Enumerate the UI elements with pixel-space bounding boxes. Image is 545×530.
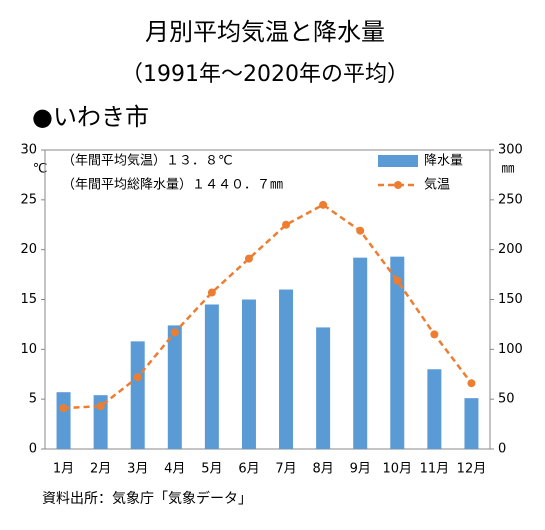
line-point <box>467 379 476 388</box>
bar <box>316 327 331 449</box>
bar <box>353 257 368 449</box>
x-tick-label: 5月 <box>201 462 222 477</box>
y2-tick-label: 200 <box>498 242 523 257</box>
y-tick-label: 25 <box>20 192 37 207</box>
x-tick-label: 4月 <box>164 462 185 477</box>
bar <box>390 256 405 449</box>
bar <box>241 299 256 449</box>
line-point <box>96 402 105 411</box>
legend-swatch <box>378 155 418 167</box>
x-tick-label: 3月 <box>127 462 148 477</box>
line-point <box>207 288 216 297</box>
y-unit: ℃ <box>33 162 48 177</box>
line-point <box>282 220 291 229</box>
y2-tick-label: 100 <box>498 342 523 357</box>
x-tick-label: 8月 <box>312 462 333 477</box>
line-point <box>170 328 179 337</box>
source: 資料出所：気象庁「気象データ」 <box>42 490 252 507</box>
line-point <box>59 404 68 413</box>
y2-tick-label: 300 <box>498 143 523 158</box>
x-tick-label: 9月 <box>350 462 371 477</box>
bar <box>56 392 71 449</box>
line-point <box>430 330 439 339</box>
legend-label: 降水量 <box>424 154 463 169</box>
line-point <box>356 226 365 235</box>
location: ●いわき市 <box>32 103 149 131</box>
bar <box>279 289 294 449</box>
line-point <box>133 373 142 382</box>
line-point <box>319 200 328 209</box>
legend-swatch <box>394 181 402 189</box>
legend-label: 気温 <box>424 177 450 193</box>
y2-tick-label: 0 <box>498 442 506 457</box>
x-tick-label: 7月 <box>275 462 296 477</box>
line-point <box>393 276 402 285</box>
x-tick-label: 2月 <box>90 462 111 477</box>
annotation: （年間平均総降水量）１４４０．７㎜ <box>62 178 283 193</box>
chart-title: 月別平均気温と降水量 <box>145 18 385 46</box>
y-tick-label: 0 <box>29 442 37 457</box>
bar <box>167 325 182 449</box>
y2-tick-label: 250 <box>498 192 523 207</box>
plot-frame <box>44 149 491 450</box>
y-tick-label: 15 <box>20 292 37 307</box>
x-tick-label: 1月 <box>53 462 74 477</box>
chart-subtitle: （1991年～2020年の平均） <box>121 62 409 87</box>
x-tick-label: 11月 <box>420 462 450 477</box>
y-tick-label: 5 <box>29 392 37 407</box>
x-tick-label: 6月 <box>238 462 259 477</box>
bar <box>93 395 108 449</box>
bar <box>204 304 219 449</box>
y-tick-label: 20 <box>20 242 37 257</box>
y-tick-label: 30 <box>20 143 37 158</box>
line <box>63 203 473 410</box>
bar <box>130 341 145 449</box>
y-tick-label: 10 <box>20 342 37 357</box>
y2-tick-label: 50 <box>498 392 515 407</box>
annotation: （年間平均気温）１３．８℃ <box>62 153 233 169</box>
y2-unit: ㎜ <box>501 162 514 177</box>
bar <box>464 398 479 449</box>
y2-tick-label: 150 <box>498 292 523 307</box>
bar <box>427 369 442 449</box>
x-tick-label: 10月 <box>383 462 413 477</box>
x-tick-label: 12月 <box>457 462 487 477</box>
line-point <box>244 254 253 263</box>
